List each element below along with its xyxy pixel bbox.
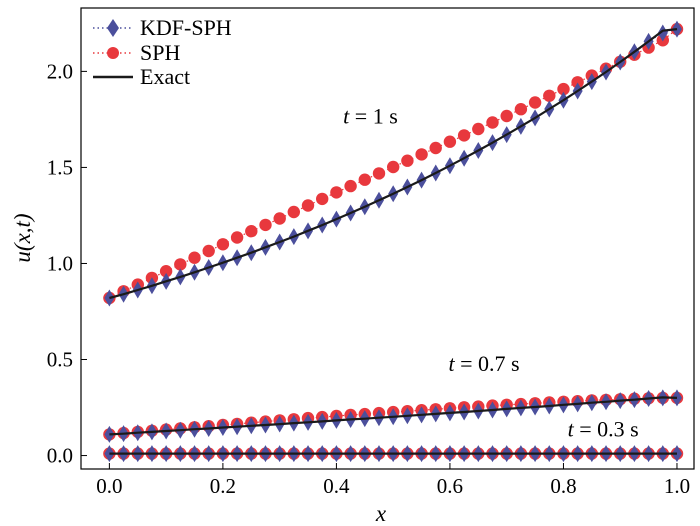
- x-axis-label: x: [375, 501, 387, 526]
- sph-point: [288, 206, 300, 218]
- y-tick-label: 2.0: [47, 59, 73, 83]
- sph-point: [387, 161, 399, 173]
- sph-point: [231, 231, 243, 243]
- curve-group-t-1-s: [103, 21, 683, 307]
- legend-label-exact: Exact: [140, 64, 190, 89]
- sph-point: [203, 245, 215, 257]
- sph-point: [501, 110, 513, 122]
- y-axis-label: u(x,t): [10, 213, 35, 262]
- sph-point: [458, 129, 470, 141]
- sph-point: [373, 167, 385, 179]
- x-tick-label: 0.4: [323, 474, 350, 498]
- sph-point: [529, 96, 541, 108]
- y-tick-label: 0.5: [47, 348, 73, 372]
- sph-point: [245, 225, 257, 237]
- x-tick-label: 1.0: [664, 474, 690, 498]
- sph-point: [486, 116, 498, 128]
- y-tick-label: 1.5: [47, 155, 73, 179]
- sph-point: [472, 123, 484, 135]
- sph-point: [302, 199, 314, 211]
- annotation-t-0-3-s: t = 0.3 s: [568, 416, 639, 441]
- sph-point: [515, 103, 527, 115]
- x-tick-label: 0.0: [96, 474, 122, 498]
- sph-point: [274, 212, 286, 224]
- sph-point: [188, 252, 200, 264]
- legend-circle-marker: [107, 47, 119, 59]
- annotation-t-1-s: t = 1 s: [343, 103, 398, 128]
- sph-point: [217, 238, 229, 250]
- sph-point: [330, 186, 342, 198]
- legend-item-exact: Exact: [93, 64, 190, 89]
- legend-item-kdf-sph: KDF-SPH: [93, 15, 232, 40]
- legend-label-kdf-sph: KDF-SPH: [140, 15, 232, 40]
- legend: KDF-SPH SPH Exact: [93, 15, 232, 89]
- x-tick-label: 0.2: [210, 474, 236, 498]
- curve-group-t-0-3-s: [103, 445, 683, 462]
- legend-label-sph: SPH: [140, 40, 180, 65]
- sph-point: [543, 90, 555, 102]
- sph-point: [316, 193, 328, 205]
- legend-item-sph: SPH: [93, 40, 180, 65]
- sph-point: [259, 219, 271, 231]
- y-tick-label: 1.0: [47, 251, 73, 275]
- sph-point: [415, 148, 427, 160]
- sph-point: [344, 180, 356, 192]
- sph-point: [401, 155, 413, 167]
- legend-diamond-marker: [107, 19, 119, 37]
- sph-point: [430, 142, 442, 154]
- sph-point: [444, 136, 456, 148]
- annotation-t-0-7-s: t = 0.7 s: [448, 351, 519, 376]
- sph-point: [359, 174, 371, 186]
- line-chart: 0.0 0.2 0.4 0.6 0.8 1.0 0.0 0.5 1.0 1.5 2.0 x u(x,…: [0, 0, 700, 526]
- x-tick-label: 0.6: [437, 474, 463, 498]
- y-tick-label: 0.0: [47, 444, 73, 468]
- x-tick-label: 0.8: [550, 474, 576, 498]
